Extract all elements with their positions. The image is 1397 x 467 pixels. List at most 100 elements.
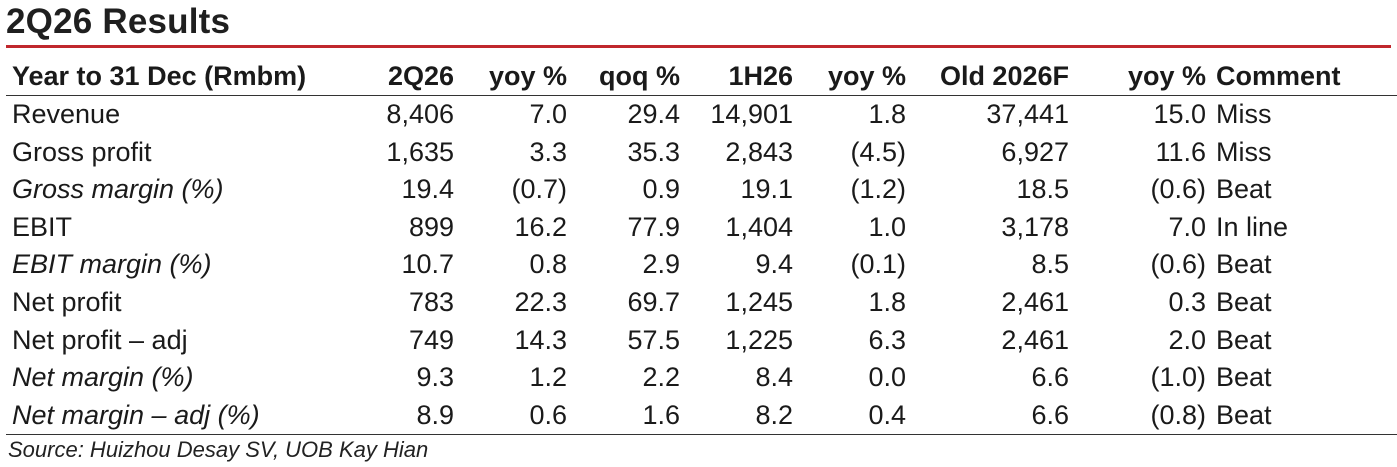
table-row: Revenue 8,406 7.0 29.4 14,901 1.8 37,441 15.0 Mi…: [6, 96, 1397, 134]
title-divider: [6, 45, 1391, 48]
table-header-row: Year to 31 Dec (Rmbm) 2Q26 yoy % qoq % 1…: [6, 58, 1397, 96]
column-header-comment: Comment: [1206, 58, 1397, 96]
table-cell: 10.7: [401, 249, 454, 280]
row-label: Net profit – adj: [12, 324, 188, 355]
column-header-qoq: qoq %: [567, 58, 680, 96]
table-cell: 1.8: [868, 286, 906, 317]
row-label: Net margin – adj (%): [6, 396, 326, 436]
table-cell: 0.0: [868, 362, 906, 393]
table-cell: 783: [408, 286, 454, 317]
table-row: EBIT 899 16.2 77.9 1,404 1.0 3,178 7.0 In line: [6, 209, 1397, 247]
table-cell: 8.2: [680, 396, 793, 436]
table-cell: 15.0: [1153, 99, 1206, 129]
table-cell: (0.6): [1150, 174, 1206, 205]
table-row: Net profit – adj 749 14.3 57.5 1,225 6.3 2,461…: [6, 322, 1397, 360]
row-comment: Beat: [1216, 174, 1272, 205]
row-comment: Beat: [1216, 362, 1272, 393]
table-cell: 6.6: [1031, 362, 1069, 393]
table-cell: 19.4: [401, 174, 454, 205]
page-title: 2Q26 Results: [6, 2, 231, 41]
table-cell: 35.3: [627, 136, 680, 167]
table-cell: 8.4: [755, 362, 793, 393]
column-header-1h26-yoy: yoy %: [793, 58, 906, 96]
row-label: Revenue: [12, 99, 121, 129]
table-cell: 1,404: [725, 211, 793, 242]
row-label: Net margin (%): [12, 362, 194, 393]
row-comment: Beat: [1216, 324, 1272, 355]
results-table: Year to 31 Dec (Rmbm) 2Q26 yoy % qoq % 1…: [6, 58, 1397, 436]
row-label: Net profit: [12, 286, 122, 317]
table-cell: (1.2): [850, 174, 906, 205]
table-cell: 1,225: [725, 324, 793, 355]
column-header-yoy: yoy %: [454, 58, 567, 96]
table-row: Net margin – adj (%) 8.9 0.6 1.6 8.2 0.4 6.6 (0…: [6, 396, 1397, 436]
row-comment: Beat: [1216, 286, 1272, 317]
table-cell: 19.1: [740, 174, 793, 205]
table-cell: 8.9: [326, 396, 454, 436]
table-cell: 0.3: [1168, 286, 1206, 317]
table-cell: 57.5: [627, 324, 680, 355]
column-header-label: Year to 31 Dec (Rmbm): [6, 58, 326, 96]
column-header-old-2026f: Old 2026F: [906, 58, 1069, 96]
table-cell: 1.8: [868, 99, 906, 129]
table-cell: 2.2: [642, 362, 680, 393]
table-cell: 29.4: [627, 99, 680, 129]
column-header-1h26: 1H26: [680, 58, 793, 96]
table-cell: 0.4: [793, 396, 906, 436]
table-cell: 14.3: [514, 324, 567, 355]
row-comment: Miss: [1216, 99, 1272, 129]
table-cell: 8.5: [1031, 249, 1069, 280]
table-cell: 899: [408, 211, 454, 242]
table-row: Gross margin (%) 19.4 (0.7) 0.9 19.1 (1.2) 18.…: [6, 171, 1397, 209]
row-comment: In line: [1216, 211, 1289, 242]
column-header-2026f-yoy: yoy %: [1069, 58, 1206, 96]
table-cell: 6.6: [906, 396, 1069, 436]
table-cell: (0.8): [1069, 396, 1206, 436]
source-note: Source: Huizhou Desay SV, UOB Kay Hian: [8, 437, 429, 462]
table-cell: 6,927: [1001, 136, 1069, 167]
column-header-2q26: 2Q26: [326, 58, 454, 96]
table-row: EBIT margin (%) 10.7 0.8 2.9 9.4 (0.1) 8.5 (0.6…: [6, 246, 1397, 284]
table-cell: 3,178: [1001, 211, 1069, 242]
row-label: EBIT: [12, 211, 73, 242]
table-cell: 7.0: [529, 99, 567, 129]
row-comment: Beat: [1216, 249, 1272, 280]
table-cell: 1.6: [567, 396, 680, 436]
table-cell: 69.7: [627, 286, 680, 317]
table-cell: 16.2: [514, 211, 567, 242]
table-cell: 37,441: [986, 99, 1069, 129]
table-cell: 9.3: [416, 362, 454, 393]
row-label: EBIT margin (%): [12, 249, 212, 280]
table-cell: 77.9: [627, 211, 680, 242]
table-cell: 8,406: [386, 99, 454, 129]
table-cell: 2,461: [1001, 286, 1069, 317]
table-cell: (4.5): [850, 136, 906, 167]
table-cell: 3.3: [529, 136, 567, 167]
row-label: Gross profit: [12, 136, 152, 167]
table-cell: 749: [408, 324, 454, 355]
table-cell: (1.0): [1150, 362, 1206, 393]
table-row: Net profit 783 22.3 69.7 1,245 1.8 2,461 0.3 Bea…: [6, 284, 1397, 322]
table-cell: 0.8: [529, 249, 567, 280]
table-row: Net margin (%) 9.3 1.2 2.2 8.4 0.0 6.6 (1.0) Bea…: [6, 359, 1397, 397]
row-label: Gross margin (%): [12, 174, 224, 205]
table-cell: 14,901: [710, 99, 793, 129]
table-cell: 22.3: [514, 286, 567, 317]
table-cell: (0.7): [511, 174, 567, 205]
table-body: Revenue 8,406 7.0 29.4 14,901 1.8 37,441 15.0 Mi…: [6, 96, 1397, 436]
table-cell: 11.6: [1155, 136, 1206, 167]
row-comment: Beat: [1206, 396, 1397, 436]
row-comment: Miss: [1216, 136, 1272, 167]
table-cell: (0.1): [850, 249, 906, 280]
table-cell: 2.0: [1168, 324, 1206, 355]
table-cell: 1.0: [868, 211, 906, 242]
table-cell: 18.5: [1016, 174, 1069, 205]
table-cell: 1,245: [725, 286, 793, 317]
table-cell: 1,635: [386, 136, 454, 167]
table-cell: 6.3: [868, 324, 906, 355]
table-cell: 2,461: [1001, 324, 1069, 355]
table-cell: 2,843: [725, 136, 793, 167]
table-cell: 2.9: [642, 249, 680, 280]
table-row: Gross profit 1,635 3.3 35.3 2,843 (4.5) 6,927 1…: [6, 134, 1397, 172]
table-cell: 1.2: [529, 362, 567, 393]
